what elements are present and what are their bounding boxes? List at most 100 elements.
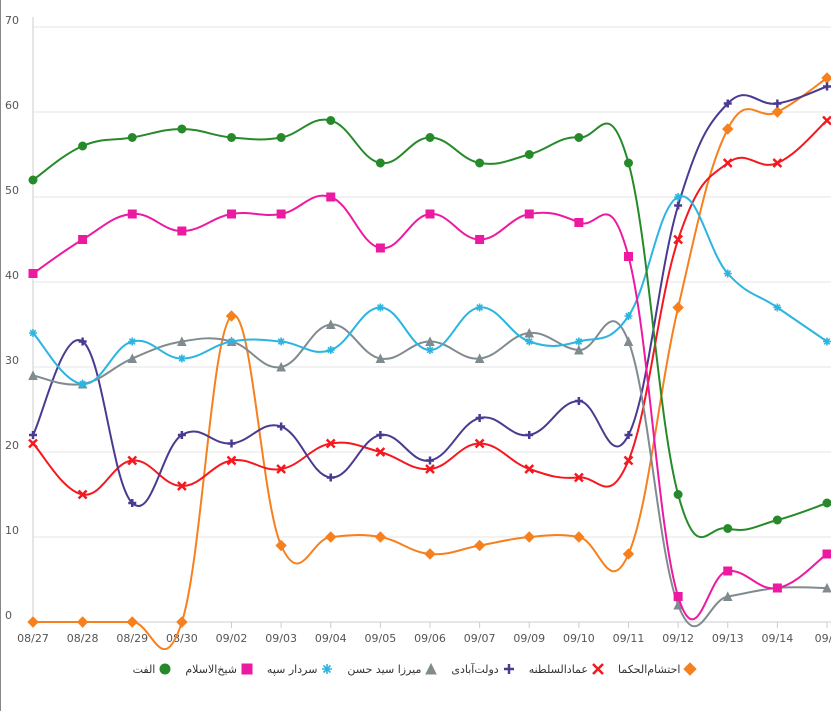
x-tick-label: 09/07 (464, 632, 496, 645)
marker (722, 123, 734, 135)
marker (276, 361, 286, 372)
marker (425, 464, 435, 474)
y-tick-label: 10 (5, 524, 19, 537)
marker (525, 337, 534, 346)
marker (822, 498, 831, 508)
marker (503, 664, 514, 674)
legend-marker (503, 664, 514, 674)
marker (78, 235, 88, 244)
marker (227, 209, 236, 219)
marker (474, 438, 485, 449)
x-tick-label: 09/13 (712, 632, 744, 645)
marker (425, 133, 435, 142)
legend-item[interactable]: الفت (133, 662, 176, 676)
legend-marker (241, 663, 253, 675)
marker (822, 582, 831, 593)
marker (325, 531, 337, 543)
marker (29, 329, 37, 337)
legend-item[interactable]: احتشام‌الحکما (618, 662, 700, 676)
marker (227, 133, 236, 142)
marker (375, 243, 385, 253)
legend-marker (159, 663, 171, 675)
marker (28, 370, 38, 380)
x-tick-label: 09/2 (815, 632, 831, 645)
marker (27, 616, 39, 628)
marker (723, 269, 732, 278)
marker (159, 663, 171, 675)
legend-label: دولت‌آبادی (451, 662, 499, 676)
x-tick-label: 08/30 (166, 632, 198, 645)
x-tick-label: 08/27 (17, 632, 49, 645)
marker (275, 539, 287, 552)
legend-item[interactable]: شیخ‌الاسلام (185, 662, 257, 676)
marker (524, 209, 534, 219)
marker (126, 616, 138, 628)
marker (277, 422, 286, 431)
marker (425, 209, 435, 219)
marker (673, 592, 683, 601)
legend-item[interactable]: میرزا سید حسن (347, 662, 441, 676)
legend-item[interactable]: دولت‌آبادی (451, 662, 518, 676)
marker (426, 346, 434, 354)
marker (624, 158, 633, 168)
legend-label: سردار سپه (266, 662, 318, 676)
marker (574, 344, 584, 355)
marker (723, 524, 733, 533)
marker (325, 438, 336, 449)
marker (128, 337, 137, 346)
marker (277, 337, 286, 346)
marker (425, 336, 435, 346)
legend-label: احتشام‌الحکما (617, 662, 681, 676)
marker (375, 353, 386, 363)
marker (524, 150, 534, 159)
marker (241, 663, 253, 675)
marker (326, 473, 335, 482)
marker (624, 431, 633, 439)
legend-marker (592, 663, 604, 675)
x-tick-label: 09/09 (513, 632, 545, 645)
marker (276, 133, 286, 142)
y-tick-label: 60 (5, 99, 19, 112)
marker (376, 431, 385, 439)
marker (622, 548, 635, 560)
x-tick-label: 09/02 (216, 632, 248, 645)
marker (674, 193, 683, 201)
marker (592, 663, 604, 675)
marker (276, 464, 287, 474)
marker (722, 591, 733, 601)
marker (227, 439, 236, 448)
marker (574, 337, 583, 346)
series-line (32, 119, 828, 496)
marker (78, 380, 87, 388)
marker (673, 234, 684, 245)
y-tick-label: 40 (5, 269, 19, 282)
marker (475, 414, 484, 422)
marker (475, 303, 484, 312)
marker (176, 616, 188, 628)
series-line (33, 77, 828, 651)
marker (78, 141, 88, 151)
marker (823, 82, 831, 91)
marker (673, 490, 683, 499)
legend-item[interactable]: سردار سپه (267, 662, 337, 676)
marker (127, 209, 137, 219)
x-tick-label: 09/04 (315, 632, 347, 645)
marker (177, 431, 186, 439)
marker (573, 472, 584, 483)
marker (623, 455, 634, 466)
legend-item[interactable]: عمادالسلطنه (529, 662, 608, 676)
legend-marker (683, 662, 698, 676)
y-tick-label: 20 (5, 439, 19, 452)
x-tick-label: 09/10 (563, 632, 595, 645)
marker (76, 616, 89, 628)
marker (177, 336, 187, 346)
marker (624, 312, 633, 320)
x-tick-label: 08/28 (67, 632, 99, 645)
marker (772, 515, 782, 525)
marker (176, 481, 187, 491)
marker (227, 337, 236, 346)
marker (225, 310, 238, 322)
x-tick-label: 09/05 (365, 632, 397, 645)
marker (78, 337, 87, 346)
